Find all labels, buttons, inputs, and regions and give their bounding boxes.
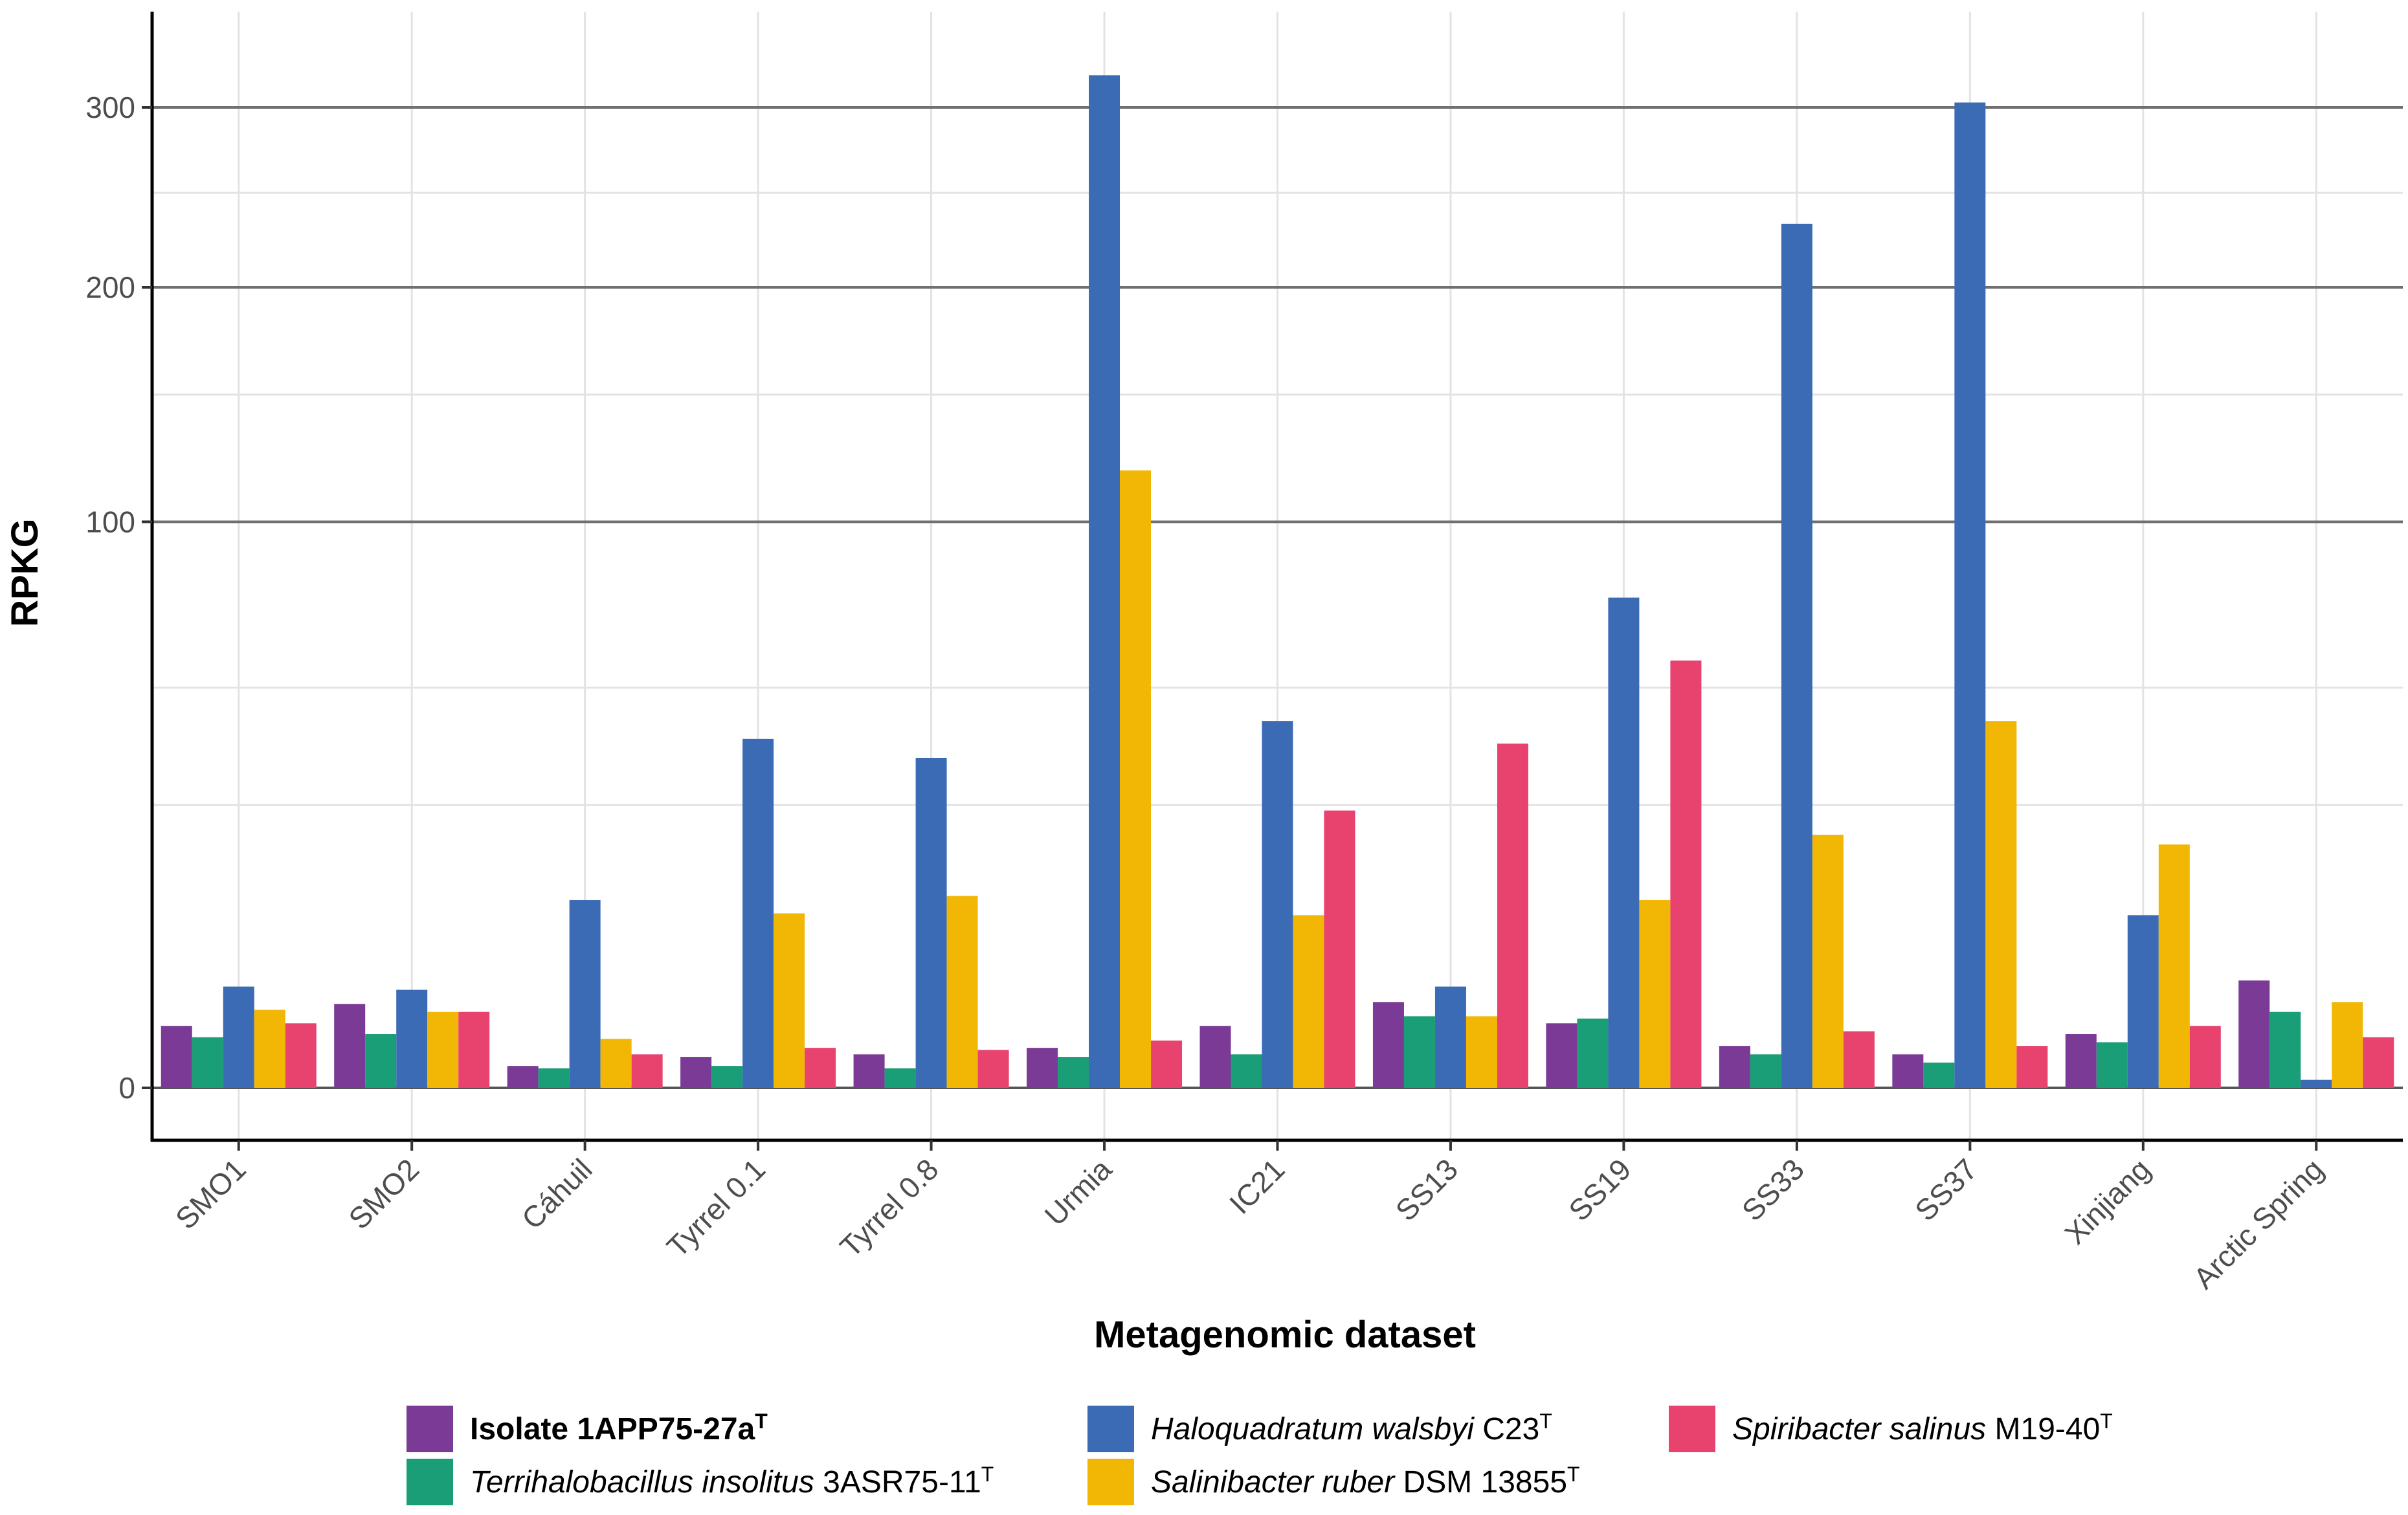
- x-tick-label: Urmia: [1038, 1152, 1119, 1232]
- bar-smo1-s2: [192, 1037, 223, 1088]
- bar-ss19-s2: [1577, 1018, 1609, 1088]
- x-tick-label: Tyrrel 0.8: [833, 1152, 944, 1263]
- bar-arctic-spring-s2: [2269, 1012, 2301, 1088]
- bar-smo2-s4: [427, 1012, 459, 1088]
- bar-urmia-s2: [1058, 1057, 1089, 1088]
- bar-arctic-spring-s4: [2332, 1002, 2363, 1088]
- bar-tyrrel-0-8-s2: [884, 1068, 916, 1088]
- bar-xinjiang-s1: [2065, 1034, 2097, 1088]
- bar-ss37-s3: [1954, 102, 1986, 1088]
- y-axis-title: RPKG: [4, 518, 46, 627]
- x-tick-label: SS37: [1908, 1152, 1983, 1227]
- bar-tyrrel-0-8-s5: [977, 1050, 1009, 1088]
- bar-ss13-s5: [1497, 743, 1528, 1088]
- bar-urmia-s5: [1151, 1040, 1183, 1088]
- bar-smo1-s3: [223, 986, 254, 1088]
- bar-ss37-s4: [1985, 721, 2017, 1088]
- bar-tyrrel-0-1-s5: [805, 1048, 836, 1088]
- y-tick-label: 0: [118, 1071, 135, 1105]
- bar-smo2-s3: [396, 990, 428, 1088]
- bar-smo1-s5: [285, 1023, 317, 1088]
- x-tick-label: SS33: [1735, 1152, 1811, 1227]
- bar-ss37-s2: [1923, 1062, 1955, 1088]
- bar-smo2-s5: [458, 1012, 490, 1088]
- y-tick-label: 300: [85, 91, 135, 124]
- axes: [142, 12, 2403, 1151]
- bar-c-huil-s1: [507, 1066, 539, 1088]
- bar-ss13-s3: [1434, 986, 1466, 1088]
- x-tick-label: IC21: [1223, 1152, 1291, 1220]
- bar-xinjiang-s3: [2127, 915, 2159, 1088]
- bars: [161, 75, 2394, 1089]
- x-tick-label: Cáhuil: [515, 1152, 599, 1235]
- bar-ss19-s4: [1639, 900, 1671, 1088]
- bar-tyrrel-0-1-s4: [774, 913, 805, 1088]
- bar-urmia-s1: [1027, 1048, 1058, 1088]
- bar-urmia-s3: [1089, 75, 1120, 1089]
- bar-ic21-s2: [1231, 1054, 1262, 1088]
- bar-ss19-s1: [1546, 1023, 1577, 1088]
- bar-arctic-spring-s5: [2363, 1037, 2394, 1088]
- bar-ss19-s5: [1670, 660, 1702, 1088]
- bar-ss33-s4: [1812, 834, 1844, 1088]
- bar-ss13-s2: [1403, 1016, 1435, 1088]
- bar-urmia-s4: [1120, 470, 1152, 1088]
- bar-arctic-spring-s3: [2301, 1079, 2332, 1088]
- y-tick-label: 100: [85, 505, 135, 538]
- bar-c-huil-s2: [538, 1068, 570, 1088]
- bar-ss33-s3: [1781, 223, 1812, 1088]
- x-tick-label: Tyrrel 0.1: [660, 1152, 772, 1263]
- bar-tyrrel-0-8-s4: [946, 896, 978, 1088]
- bar-ic21-s5: [1324, 810, 1355, 1088]
- bar-tyrrel-0-1-s3: [742, 738, 774, 1088]
- bar-ss37-s1: [1892, 1054, 1924, 1088]
- bar-ss13-s1: [1372, 1002, 1404, 1088]
- bar-tyrrel-0-1-s1: [680, 1057, 712, 1088]
- bar-tyrrel-0-8-s1: [853, 1054, 885, 1088]
- bar-ic21-s4: [1293, 915, 1324, 1088]
- bar-ss33-s1: [1719, 1046, 1750, 1088]
- bar-arctic-spring-s1: [2238, 980, 2270, 1088]
- bar-c-huil-s4: [600, 1039, 632, 1088]
- x-tick-label: Arctic Spring: [2187, 1152, 2330, 1295]
- bar-smo1-s1: [161, 1026, 192, 1088]
- bar-xinjiang-s5: [2189, 1026, 2221, 1088]
- x-tick-label: SS13: [1389, 1152, 1464, 1227]
- bar-ic21-s3: [1262, 721, 1293, 1088]
- y-tick-label: 200: [85, 271, 135, 304]
- bar-ss33-s2: [1750, 1054, 1781, 1088]
- bar-smo1-s4: [254, 1010, 285, 1088]
- tick-labels: 0 100 200 300 SMO1 SMO2 Cáhuil Tyrrel 0.1 Tyrrel…: [85, 91, 2330, 1295]
- x-tick-label: SMO1: [169, 1152, 252, 1235]
- bar-tyrrel-0-1-s2: [711, 1066, 743, 1088]
- bar-tyrrel-0-8-s3: [915, 757, 947, 1088]
- bar-c-huil-s5: [631, 1054, 663, 1088]
- bar-ss13-s4: [1466, 1016, 1497, 1088]
- bar-ic21-s1: [1199, 1026, 1231, 1088]
- x-tick-label: SS19: [1562, 1152, 1637, 1227]
- bar-ss37-s5: [2016, 1046, 2048, 1088]
- bar-smo2-s1: [334, 1004, 366, 1088]
- bar-c-huil-s3: [569, 900, 601, 1088]
- bar-xinjiang-s2: [2096, 1042, 2128, 1088]
- x-axis-title: Metagenomic dataset: [1094, 1314, 1476, 1356]
- bar-ss19-s3: [1608, 597, 1640, 1088]
- x-tick-label: SMO2: [342, 1152, 425, 1235]
- bar-xinjiang-s4: [2158, 844, 2190, 1088]
- bar-ss33-s5: [1843, 1031, 1875, 1088]
- x-tick-label: Xinjiang: [2058, 1152, 2157, 1251]
- bar-smo2-s2: [365, 1034, 397, 1088]
